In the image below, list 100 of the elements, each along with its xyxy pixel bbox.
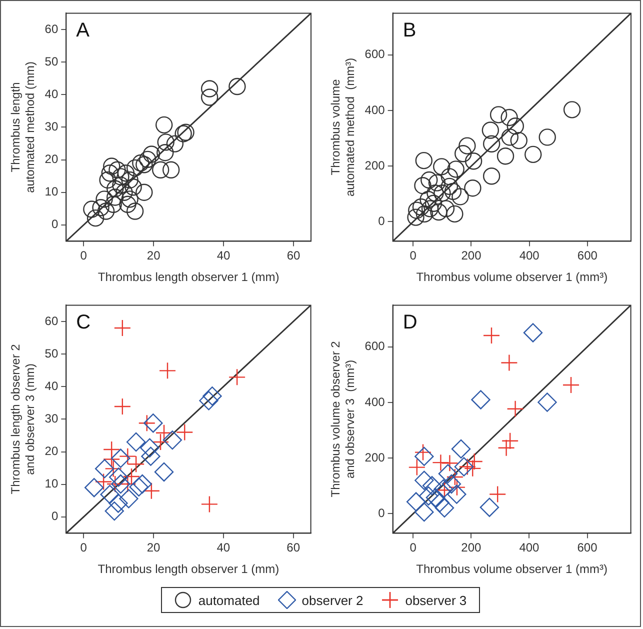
point xyxy=(454,457,474,476)
point xyxy=(501,432,519,450)
point xyxy=(200,496,218,513)
y-axis-title: Thrombus length observer 2 and observer 3 (mm) xyxy=(8,344,37,494)
point xyxy=(142,482,160,500)
point xyxy=(104,460,122,478)
y-tick-label: 200 xyxy=(364,450,386,464)
point xyxy=(136,156,153,174)
y-tick-label: 40 xyxy=(44,378,58,393)
point xyxy=(538,128,556,146)
y-tick-label: 400 xyxy=(364,102,386,117)
point xyxy=(101,164,118,182)
point xyxy=(154,462,174,482)
point xyxy=(447,484,466,504)
y-tick-label: 20 xyxy=(44,444,58,458)
point xyxy=(500,108,518,126)
point xyxy=(496,148,514,165)
point xyxy=(434,498,454,518)
point xyxy=(506,117,524,135)
point xyxy=(106,188,124,206)
point xyxy=(114,319,132,337)
x-axis-title: Thrombus volume observer 1 (mm³) xyxy=(416,562,608,576)
y-tick-label: 20 xyxy=(44,152,58,166)
point xyxy=(510,132,528,150)
point xyxy=(104,196,122,213)
point xyxy=(414,446,434,466)
point xyxy=(97,202,115,220)
point xyxy=(162,430,182,450)
point xyxy=(106,475,124,493)
point xyxy=(132,154,150,172)
point xyxy=(228,78,246,96)
point xyxy=(464,152,482,170)
point xyxy=(451,439,471,459)
point xyxy=(94,473,112,490)
point xyxy=(407,208,424,226)
point xyxy=(420,190,437,208)
y-tick-label: 0 xyxy=(378,506,386,520)
point xyxy=(139,150,156,168)
point xyxy=(458,137,476,154)
point xyxy=(124,178,142,196)
point xyxy=(99,171,116,189)
point xyxy=(94,459,114,478)
point xyxy=(418,486,438,506)
legend-label: observer 3 xyxy=(405,592,467,608)
point xyxy=(448,478,466,496)
point xyxy=(102,450,120,468)
point xyxy=(142,146,160,163)
point xyxy=(114,398,132,416)
point xyxy=(430,203,448,221)
point xyxy=(432,454,450,472)
point xyxy=(176,424,194,441)
point xyxy=(156,144,174,162)
point xyxy=(482,326,500,344)
y-axis-title: Thrombus length automated method (mm) xyxy=(8,62,37,193)
point xyxy=(162,161,180,178)
y-tick-label: 40 xyxy=(44,86,58,101)
point xyxy=(144,414,163,433)
x-tick-label: 200 xyxy=(461,248,482,263)
point xyxy=(155,424,173,442)
point xyxy=(126,159,144,177)
point xyxy=(136,184,153,201)
point xyxy=(117,164,135,182)
x-axis-title: Thrombus length observer 1 (mm) xyxy=(98,562,280,576)
point xyxy=(488,486,506,503)
point xyxy=(420,171,438,189)
point xyxy=(454,145,472,162)
point xyxy=(482,168,500,185)
point xyxy=(442,474,462,494)
point xyxy=(471,390,490,410)
point xyxy=(563,101,581,118)
point xyxy=(166,135,184,152)
point xyxy=(84,478,104,498)
x-tick-label: 0 xyxy=(410,540,417,555)
point xyxy=(482,122,500,139)
x-axis-title: Thrombus length observer 1 (mm) xyxy=(98,270,280,284)
point xyxy=(466,452,483,470)
x-tick-label: 0 xyxy=(80,540,88,555)
legend-label: observer 2 xyxy=(302,592,364,608)
point xyxy=(437,200,455,218)
point xyxy=(202,386,222,406)
point xyxy=(501,128,518,146)
point xyxy=(422,476,442,496)
x-tick-label: 400 xyxy=(519,248,540,263)
point xyxy=(108,494,128,513)
point xyxy=(452,188,469,206)
y-tick-label: 10 xyxy=(44,476,58,491)
point xyxy=(482,135,500,152)
y-tick-label: 0 xyxy=(51,217,58,232)
point xyxy=(434,184,451,202)
point xyxy=(480,498,500,517)
y-tick-label: 60 xyxy=(44,314,58,328)
point xyxy=(199,391,218,410)
point xyxy=(428,174,446,192)
x-axis-title: Thrombus volume observer 1 (mm³) xyxy=(416,270,608,284)
x-tick-label: 600 xyxy=(577,248,598,263)
y-axis-title: Thrombus volume observer 2 and observer 3 (mm³) xyxy=(328,340,357,498)
point xyxy=(121,190,138,208)
point xyxy=(100,484,120,504)
point xyxy=(158,362,176,380)
point xyxy=(414,444,432,461)
